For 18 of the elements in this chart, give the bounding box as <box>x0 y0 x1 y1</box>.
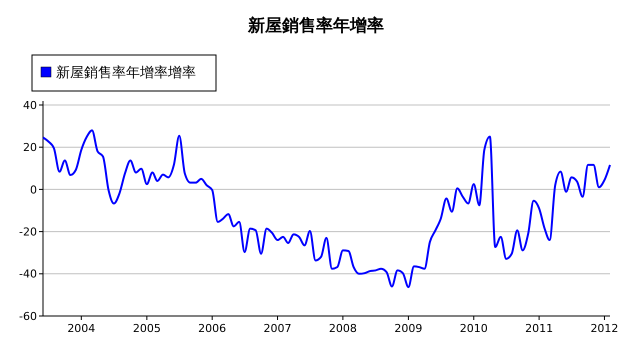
x-tick-label: 2011 <box>525 322 554 335</box>
x-tick-label: 2008 <box>328 322 357 335</box>
x-tick-label: 2012 <box>590 322 618 335</box>
chart-title: 新屋銷售率年增率 <box>247 16 384 36</box>
x-tick-label: 2007 <box>264 322 292 335</box>
x-tick-label: 2005 <box>132 322 161 335</box>
y-tick-label: 40 <box>23 98 37 112</box>
y-tick-label: -20 <box>19 225 37 238</box>
x-tick-label: 2006 <box>198 322 226 335</box>
x-tick-label: 2004 <box>67 322 96 335</box>
legend-label: 新屋銷售率年增率增率 <box>56 65 196 81</box>
y-tick-label: 0 <box>30 183 37 196</box>
y-tick-label: -40 <box>19 268 37 281</box>
y-tick-label: -60 <box>19 310 37 323</box>
x-tick-label: 2010 <box>460 322 488 335</box>
line-series <box>42 129 611 288</box>
y-tick-label: 20 <box>23 141 37 154</box>
x-tick-label: 2009 <box>394 322 422 335</box>
